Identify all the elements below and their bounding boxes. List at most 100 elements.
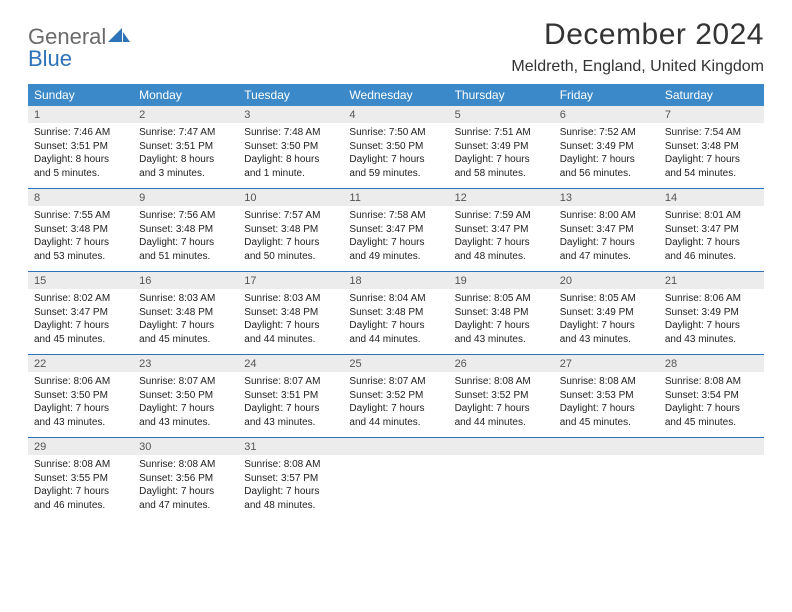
sunset: Sunset: 3:48 PM <box>244 306 337 320</box>
day-cell: Sunrise: 8:08 AMSunset: 3:53 PMDaylight:… <box>554 372 659 438</box>
sunrise: Sunrise: 8:08 AM <box>244 458 337 472</box>
daylight: Daylight: 7 hours and 45 minutes. <box>665 402 758 429</box>
sunrise: Sunrise: 7:46 AM <box>34 126 127 140</box>
daylight: Daylight: 7 hours and 51 minutes. <box>139 236 232 263</box>
sunrise: Sunrise: 8:05 AM <box>455 292 548 306</box>
sunrise: Sunrise: 7:47 AM <box>139 126 232 140</box>
sunrise: Sunrise: 8:08 AM <box>34 458 127 472</box>
day-number-row: 891011121314 <box>28 189 764 206</box>
day-cell: Sunrise: 7:57 AMSunset: 3:48 PMDaylight:… <box>238 206 343 272</box>
sunset: Sunset: 3:51 PM <box>244 389 337 403</box>
day-number: 29 <box>28 438 133 455</box>
day-number-row: 22232425262728 <box>28 355 764 372</box>
daylight: Daylight: 7 hours and 58 minutes. <box>455 153 548 180</box>
daylight: Daylight: 8 hours and 5 minutes. <box>34 153 127 180</box>
day-cell: Sunrise: 8:02 AMSunset: 3:47 PMDaylight:… <box>28 289 133 355</box>
day-detail-row: Sunrise: 8:06 AMSunset: 3:50 PMDaylight:… <box>28 372 764 438</box>
empty-cell <box>343 455 448 520</box>
day-number: 9 <box>133 189 238 206</box>
day-number: 16 <box>133 272 238 289</box>
day-number: 20 <box>554 272 659 289</box>
day-number: 17 <box>238 272 343 289</box>
day-number: 4 <box>343 106 448 123</box>
daylight: Daylight: 7 hours and 56 minutes. <box>560 153 653 180</box>
day-number: 22 <box>28 355 133 372</box>
day-number: 11 <box>343 189 448 206</box>
sunrise: Sunrise: 7:58 AM <box>349 209 442 223</box>
daylight: Daylight: 7 hours and 44 minutes. <box>455 402 548 429</box>
day-cell: Sunrise: 8:08 AMSunset: 3:54 PMDaylight:… <box>659 372 764 438</box>
day-number-row: 293031 <box>28 438 764 455</box>
day-number: 13 <box>554 189 659 206</box>
sunset: Sunset: 3:51 PM <box>139 140 232 154</box>
day-number: 30 <box>133 438 238 455</box>
sunset: Sunset: 3:50 PM <box>34 389 127 403</box>
day-cell: Sunrise: 8:07 AMSunset: 3:50 PMDaylight:… <box>133 372 238 438</box>
day-cell: Sunrise: 8:01 AMSunset: 3:47 PMDaylight:… <box>659 206 764 272</box>
sunrise: Sunrise: 7:52 AM <box>560 126 653 140</box>
day-cell: Sunrise: 7:52 AMSunset: 3:49 PMDaylight:… <box>554 123 659 189</box>
day-cell: Sunrise: 8:08 AMSunset: 3:55 PMDaylight:… <box>28 455 133 520</box>
logo: General Blue <box>28 26 130 70</box>
day-cell: Sunrise: 8:05 AMSunset: 3:49 PMDaylight:… <box>554 289 659 355</box>
empty-cell <box>449 455 554 520</box>
day-cell: Sunrise: 8:06 AMSunset: 3:50 PMDaylight:… <box>28 372 133 438</box>
sunrise: Sunrise: 8:06 AM <box>665 292 758 306</box>
day-cell: Sunrise: 8:06 AMSunset: 3:49 PMDaylight:… <box>659 289 764 355</box>
day-detail-row: Sunrise: 8:08 AMSunset: 3:55 PMDaylight:… <box>28 455 764 520</box>
sunset: Sunset: 3:54 PM <box>665 389 758 403</box>
day-number: 25 <box>343 355 448 372</box>
day-number-row: 1234567 <box>28 106 764 123</box>
day-cell: Sunrise: 8:08 AMSunset: 3:57 PMDaylight:… <box>238 455 343 520</box>
day-number: 15 <box>28 272 133 289</box>
day-cell: Sunrise: 7:46 AMSunset: 3:51 PMDaylight:… <box>28 123 133 189</box>
sunrise: Sunrise: 8:08 AM <box>665 375 758 389</box>
calendar-table: Sunday Monday Tuesday Wednesday Thursday… <box>28 84 764 520</box>
empty-cell <box>449 438 554 455</box>
sunset: Sunset: 3:50 PM <box>244 140 337 154</box>
sunset: Sunset: 3:47 PM <box>455 223 548 237</box>
sunset: Sunset: 3:48 PM <box>139 223 232 237</box>
day-number: 26 <box>449 355 554 372</box>
daylight: Daylight: 7 hours and 46 minutes. <box>665 236 758 263</box>
day-number: 19 <box>449 272 554 289</box>
daylight: Daylight: 7 hours and 54 minutes. <box>665 153 758 180</box>
dow-wednesday: Wednesday <box>343 84 448 106</box>
day-number: 27 <box>554 355 659 372</box>
day-number: 7 <box>659 106 764 123</box>
daylight: Daylight: 7 hours and 43 minutes. <box>34 402 127 429</box>
sunset: Sunset: 3:52 PM <box>455 389 548 403</box>
sunrise: Sunrise: 8:02 AM <box>34 292 127 306</box>
daylight: Daylight: 7 hours and 48 minutes. <box>244 485 337 512</box>
sunset: Sunset: 3:48 PM <box>665 140 758 154</box>
sunset: Sunset: 3:49 PM <box>455 140 548 154</box>
day-cell: Sunrise: 7:50 AMSunset: 3:50 PMDaylight:… <box>343 123 448 189</box>
dow-thursday: Thursday <box>449 84 554 106</box>
day-number: 14 <box>659 189 764 206</box>
daylight: Daylight: 8 hours and 3 minutes. <box>139 153 232 180</box>
sunset: Sunset: 3:49 PM <box>665 306 758 320</box>
daylight: Daylight: 7 hours and 47 minutes. <box>139 485 232 512</box>
sunset: Sunset: 3:55 PM <box>34 472 127 486</box>
day-number: 28 <box>659 355 764 372</box>
sunrise: Sunrise: 7:59 AM <box>455 209 548 223</box>
empty-cell <box>343 438 448 455</box>
empty-cell <box>659 455 764 520</box>
daylight: Daylight: 7 hours and 45 minutes. <box>139 319 232 346</box>
sunrise: Sunrise: 8:00 AM <box>560 209 653 223</box>
day-cell: Sunrise: 7:59 AMSunset: 3:47 PMDaylight:… <box>449 206 554 272</box>
month-title: December 2024 <box>511 18 764 52</box>
day-cell: Sunrise: 8:00 AMSunset: 3:47 PMDaylight:… <box>554 206 659 272</box>
day-number: 24 <box>238 355 343 372</box>
sunrise: Sunrise: 7:50 AM <box>349 126 442 140</box>
sunrise: Sunrise: 8:07 AM <box>349 375 442 389</box>
location: Meldreth, England, United Kingdom <box>511 58 764 76</box>
sunrise: Sunrise: 8:03 AM <box>139 292 232 306</box>
dow-tuesday: Tuesday <box>238 84 343 106</box>
daylight: Daylight: 7 hours and 45 minutes. <box>560 402 653 429</box>
sunset: Sunset: 3:48 PM <box>349 306 442 320</box>
sunrise: Sunrise: 8:08 AM <box>139 458 232 472</box>
daylight: Daylight: 7 hours and 59 minutes. <box>349 153 442 180</box>
day-number: 31 <box>238 438 343 455</box>
sunset: Sunset: 3:56 PM <box>139 472 232 486</box>
